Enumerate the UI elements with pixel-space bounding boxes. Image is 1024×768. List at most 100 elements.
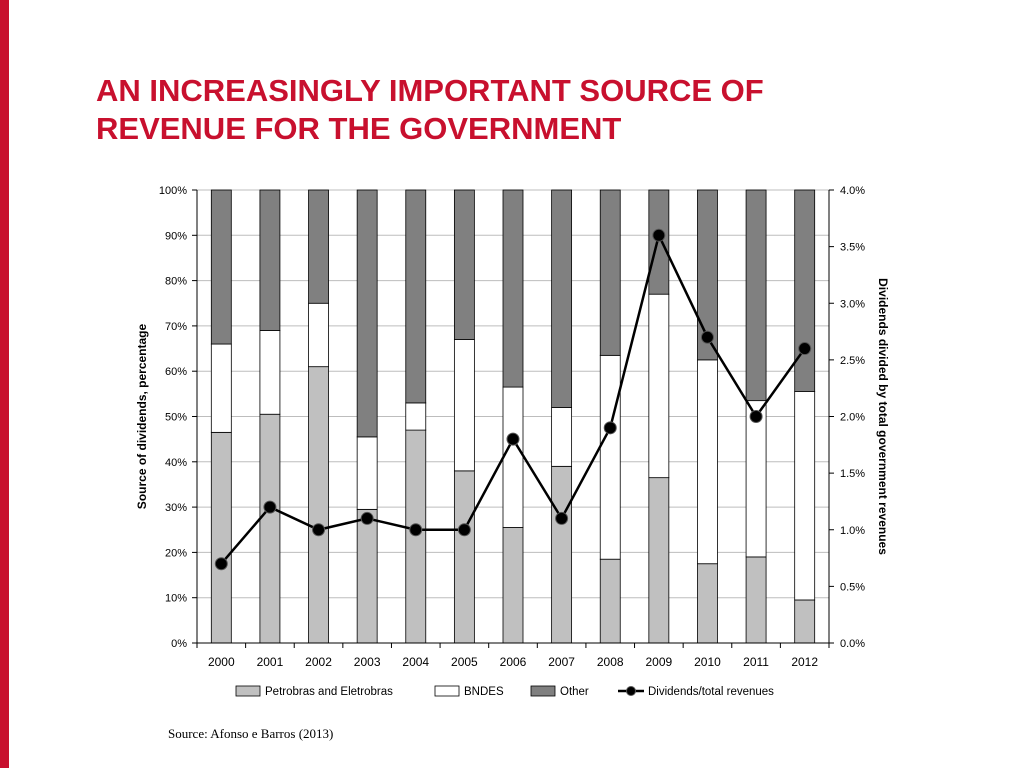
bar-petrobras-and-eletrobras (210, 431, 232, 644)
bar-other (648, 189, 670, 295)
legend-label: Petrobras and Eletrobras (265, 686, 393, 698)
line-point (409, 523, 423, 537)
y-tick-label: 80% (165, 276, 187, 288)
legend-label: Other (560, 686, 589, 698)
bar-bndes (210, 343, 232, 433)
y-tick-label: 70% (165, 321, 187, 333)
x-tick-label: 2012 (791, 655, 818, 669)
x-tick-label: 2002 (305, 655, 332, 669)
x-tick-label: 2004 (402, 655, 429, 669)
x-tick-label: 2003 (354, 655, 381, 669)
y-tick-label: 20% (165, 547, 187, 559)
bar-bndes (697, 359, 718, 565)
y2-tick-label: 0.0% (840, 638, 865, 650)
y2-tick-label: 0.5% (840, 581, 865, 593)
line-point (652, 228, 666, 242)
bar-petrobras-and-eletrobras (502, 527, 524, 644)
y-tick-label: 50% (165, 412, 187, 424)
x-tick-label: 2008 (597, 655, 624, 669)
y-tick-label: 90% (165, 230, 187, 242)
bar-petrobras-and-eletrobras (308, 366, 329, 644)
legend-swatch (235, 685, 261, 697)
bar-other (210, 189, 232, 345)
x-tick-label: 2001 (257, 655, 284, 669)
bar-other (697, 189, 718, 361)
bar-bndes (794, 391, 816, 601)
slide-title-line2: REVENUE FOR THE GOVERNMENT (96, 111, 622, 146)
line-point (749, 410, 763, 423)
bar-bndes (648, 293, 670, 479)
line-point (312, 523, 326, 537)
bar-other (745, 189, 767, 402)
x-tick-label: 2007 (548, 655, 575, 669)
bar-bndes (453, 339, 475, 472)
line-point (263, 500, 277, 514)
line-point (360, 511, 374, 525)
y2-tick-label: 1.5% (840, 468, 865, 480)
bar-petrobras-and-eletrobras (551, 465, 573, 644)
bar-petrobras-and-eletrobras (405, 429, 427, 644)
x-tick-label: 2006 (500, 655, 527, 669)
bar-bndes (308, 302, 329, 368)
bar-petrobras-and-eletrobras (794, 599, 816, 644)
y2-tick-label: 3.5% (840, 242, 865, 254)
bar-petrobras-and-eletrobras (259, 413, 281, 644)
bar-petrobras-and-eletrobras (697, 563, 718, 644)
x-tick-label: 2010 (694, 655, 721, 669)
slide-title-line1: AN INCREASINGLY IMPORTANT SOURCE OF (96, 73, 764, 108)
y2-tick-label: 3.0% (840, 298, 865, 310)
bar-petrobras-and-eletrobras (745, 556, 767, 644)
bar-petrobras-and-eletrobras (356, 508, 378, 644)
y2-axis-title: Dividends divided by total government re… (876, 278, 890, 555)
legend-label: Dividends/total revenues (648, 686, 774, 698)
source-note: Source: Afonso e Barros (2013) (168, 726, 334, 741)
bar-bndes (551, 407, 573, 467)
legend-swatch (530, 685, 556, 697)
x-tick-label: 2005 (451, 655, 478, 669)
y-tick-label: 100% (159, 185, 187, 197)
x-tick-label: 2000 (208, 655, 235, 669)
y-tick-label: 60% (165, 366, 187, 378)
y2-tick-label: 1.0% (840, 525, 865, 537)
y-tick-label: 0% (171, 638, 187, 650)
line-point (457, 523, 471, 537)
y-axis-title: Source of dividends, percentage (135, 323, 149, 509)
y-tick-label: 10% (165, 593, 187, 605)
y2-tick-label: 2.0% (840, 412, 865, 424)
line-point (214, 557, 228, 571)
bar-other (308, 189, 329, 304)
slide-title: AN INCREASINGLY IMPORTANT SOURCE OF REVE… (96, 72, 956, 148)
line-point (506, 432, 520, 446)
y2-tick-label: 2.5% (840, 355, 865, 367)
bar-bndes (259, 330, 281, 415)
y2-tick-label: 4.0% (840, 185, 865, 197)
bar-other (502, 189, 524, 388)
bar-other (599, 189, 621, 356)
y-tick-label: 30% (165, 502, 187, 514)
bar-other (259, 189, 281, 331)
line-point (798, 342, 812, 356)
bar-petrobras-and-eletrobras (648, 477, 670, 644)
legend-label: BNDES (464, 686, 504, 698)
bar-other (405, 189, 427, 404)
x-tick-label: 2009 (645, 655, 672, 669)
bar-bndes (502, 386, 524, 528)
accent-bar (0, 0, 9, 768)
legend-swatch (434, 685, 460, 697)
bar-bndes (745, 400, 767, 558)
x-tick-label: 2011 (743, 655, 769, 669)
bar-bndes (405, 402, 427, 431)
bar-other (453, 189, 475, 340)
line-point (603, 421, 617, 435)
bar-bndes (356, 436, 378, 510)
y-tick-label: 40% (165, 457, 187, 469)
line-point (700, 330, 714, 344)
bar-bndes (599, 354, 621, 560)
bar-petrobras-and-eletrobras (453, 470, 475, 644)
legend-marker (626, 686, 636, 696)
bar-other (551, 189, 573, 408)
bar-petrobras-and-eletrobras (599, 558, 621, 644)
bar-other (794, 189, 816, 392)
line-point (555, 511, 569, 525)
